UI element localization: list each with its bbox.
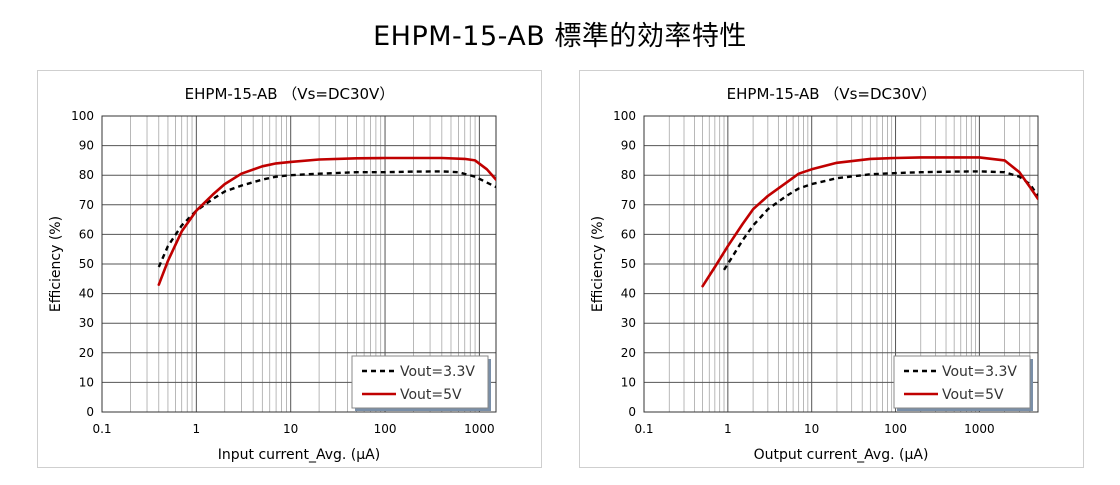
y-tick-label: 0	[86, 405, 94, 419]
series-line-vout-5v	[157, 156, 496, 286]
x-tick-label: 10	[804, 422, 819, 436]
plot-frame	[643, 115, 1039, 413]
y-tick-label: 60	[621, 227, 636, 241]
efficiency-chart-output-current: EHPM-15-AB （Vs=DC30V） 0 10 20 30 40 50 60 70 80 9…	[579, 70, 1084, 468]
x-tick-label: 100	[884, 422, 907, 436]
y-tick-label: 0	[628, 405, 636, 419]
y-tick-label: 50	[621, 257, 636, 271]
y-tick-label: 10	[79, 375, 94, 389]
x-tick-label: 1	[193, 422, 201, 436]
y-tick-label: 20	[621, 346, 636, 360]
y-tick-label: 100	[71, 109, 94, 123]
y-tick-label: 40	[621, 287, 636, 301]
y-tick-label: 20	[79, 346, 94, 360]
x-tick-label: 1000	[464, 422, 495, 436]
y-tick-label: 100	[613, 109, 636, 123]
series-line-vout-5v	[701, 156, 1038, 288]
legend-label: Vout=3.3V	[942, 364, 1017, 380]
page-title: EHPM-15-AB 標準的効率特性	[373, 21, 747, 52]
legend-box	[893, 355, 1031, 409]
plot-area-input-current: 0 10 20 30 40 50 60 70 80 90 100 0.1 1 10 100 1000 Input…	[48, 109, 497, 463]
y-tick-label: 80	[621, 168, 636, 182]
y-tick-label: 80	[79, 168, 94, 182]
legend-label: Vout=5V	[400, 387, 462, 403]
x-tick-label: 1000	[964, 422, 995, 436]
y-tick-label: 30	[79, 316, 94, 330]
y-tick-label: 40	[79, 287, 94, 301]
x-tick-label: 10	[283, 422, 298, 436]
y-tick-label: 10	[621, 375, 636, 389]
y-axis-label: Efficiency (%)	[590, 216, 606, 312]
legend-label: Vout=5V	[942, 387, 1004, 403]
y-tick-label: 60	[79, 227, 94, 241]
y-tick-label: 90	[79, 139, 94, 153]
y-tick-label: 50	[79, 257, 94, 271]
x-tick-label: 100	[374, 422, 397, 436]
efficiency-chart-input-current: EHPM-15-AB （Vs=DC30V） 0 10 20 30 40 50 60 70 80 9…	[37, 70, 542, 468]
legend-label: Vout=3.3V	[400, 364, 475, 380]
y-axis-label: Efficiency (%)	[48, 216, 64, 312]
x-tick-label: 1	[724, 422, 732, 436]
plot-area-output-current: 0 10 20 30 40 50 60 70 80 90 100 0.1 1 10 100 1000 Outpu…	[590, 109, 1039, 463]
y-tick-label: 90	[621, 139, 636, 153]
x-tick-label: 0.1	[92, 422, 111, 436]
chart-title: EHPM-15-AB （Vs=DC30V）	[184, 85, 395, 103]
x-axis-label: Output current_Avg. (μA)	[754, 447, 929, 463]
x-tick-label: 0.1	[634, 422, 653, 436]
legend-box	[351, 355, 489, 409]
plot-frame	[101, 115, 497, 413]
y-tick-label: 70	[79, 198, 94, 212]
x-axis-label: Input current_Avg. (μA)	[218, 447, 380, 463]
y-tick-label: 70	[621, 198, 636, 212]
y-tick-label: 30	[621, 316, 636, 330]
chart-title: EHPM-15-AB （Vs=DC30V）	[726, 85, 937, 103]
